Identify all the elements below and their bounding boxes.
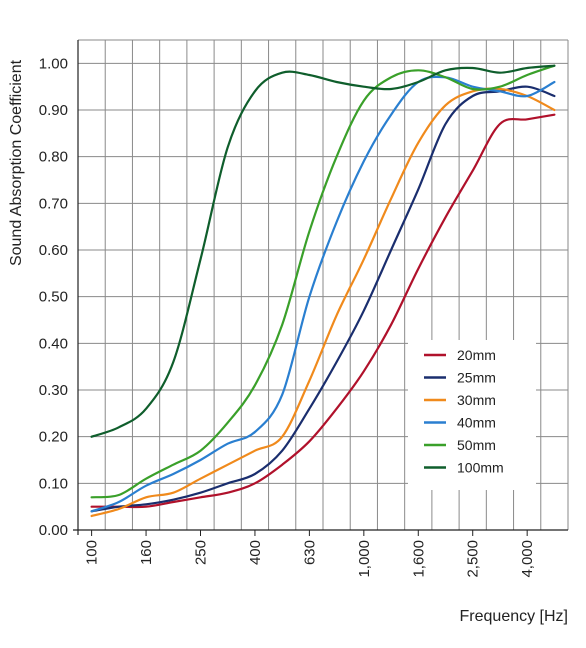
legend-background: [408, 340, 536, 490]
legend-label-30mm: 30mm: [457, 392, 496, 408]
x-tick-label: 1,600: [410, 540, 427, 578]
x-tick-label: 100: [84, 540, 101, 565]
legend-label-50mm: 50mm: [457, 437, 496, 453]
y-tick-label: 0.80: [39, 149, 68, 166]
y-tick-label: 0.60: [39, 242, 68, 259]
y-axis-title: Sound Absorption Coefficient: [8, 59, 25, 266]
series-line-40mm: [90, 75, 556, 513]
x-tick-label: 250: [193, 540, 210, 565]
legend-label-100mm: 100mm: [457, 460, 504, 476]
y-tick-label: 0.90: [39, 102, 68, 119]
legend: 20mm 25mm 30mm 40mm 50mm 100mm: [408, 340, 536, 490]
x-tick-label: 1,000: [356, 540, 373, 578]
y-tick-label: 0.70: [39, 195, 68, 212]
series-lines: [90, 64, 556, 518]
y-tick-label: 0.10: [39, 475, 68, 492]
legend-label-20mm: 20mm: [457, 347, 496, 363]
y-tick-label: 0.30: [39, 382, 68, 399]
x-tick-label: 4,000: [519, 540, 536, 578]
legend-label-40mm: 40mm: [457, 415, 496, 431]
x-tick-label: 630: [301, 540, 318, 565]
x-axis-title: Frequency [Hz]: [460, 608, 568, 625]
y-tick-label: 0.40: [39, 335, 68, 352]
series-line-50mm: [90, 64, 556, 499]
y-tick-label: 0.00: [39, 522, 68, 539]
tick-labels: 0.00 0.10 0.20 0.30 0.40 0.50 0.60 0.70 0.80 0.90…: [39, 55, 536, 577]
y-tick-label: 0.50: [39, 289, 68, 306]
series-line-30mm: [90, 87, 556, 518]
x-tick-label: 2,500: [465, 540, 482, 578]
x-tick-label: 160: [138, 540, 155, 565]
x-tick-label: 400: [247, 540, 264, 565]
y-tick-label: 0.20: [39, 429, 68, 446]
series-line-25mm: [90, 85, 556, 513]
series-line-100mm: [90, 64, 556, 438]
legend-label-25mm: 25mm: [457, 370, 496, 386]
y-tick-label: 1.00: [39, 55, 68, 72]
series-line-20mm: [90, 113, 556, 509]
